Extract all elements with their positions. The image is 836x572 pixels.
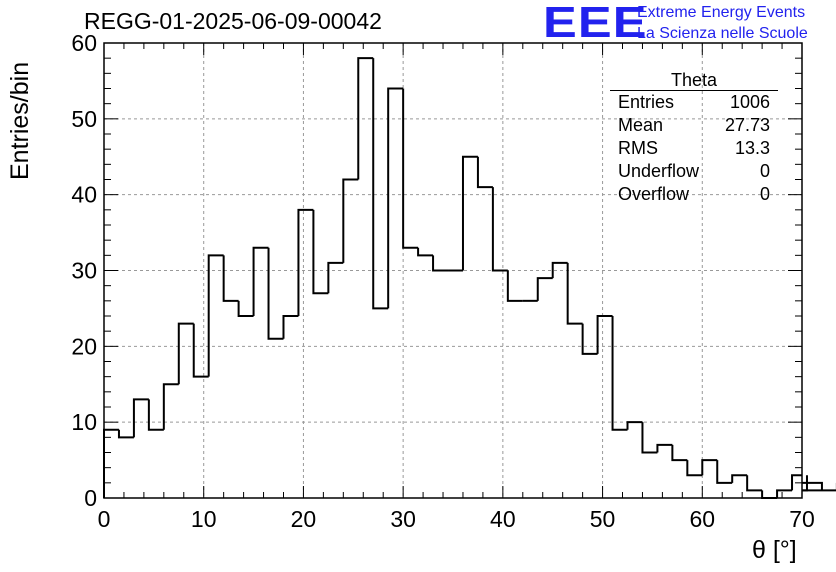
stats-label: Overflow xyxy=(618,184,690,204)
histogram-bin xyxy=(357,57,374,180)
y-tick-label: 40 xyxy=(71,182,97,208)
histogram-bin xyxy=(372,58,389,310)
histogram-bin xyxy=(147,399,164,431)
histogram-bin xyxy=(117,429,134,439)
histogram-bin xyxy=(192,323,209,378)
logo-line-1: Extreme Energy Events xyxy=(637,4,806,21)
histogram-bin xyxy=(551,261,568,279)
histogram-bin xyxy=(402,88,419,249)
y-tick-label: 20 xyxy=(71,333,97,359)
histogram-bin xyxy=(162,383,179,430)
histogram-bin xyxy=(746,475,763,492)
stats-row-mean: Mean 27.73 xyxy=(610,114,778,137)
stats-box: Theta Entries 1006 Mean 27.73 RMS 13.3 U… xyxy=(610,70,778,206)
stats-title: Theta xyxy=(610,70,778,91)
histogram-bin xyxy=(103,428,119,498)
histogram-bin xyxy=(432,255,449,272)
y-axis-label: Entries/bin xyxy=(6,61,34,180)
histogram-bin xyxy=(207,254,224,377)
histogram-bin xyxy=(387,87,404,309)
stats-label: Underflow xyxy=(618,161,700,181)
histogram-bin xyxy=(596,315,613,354)
histogram-bin xyxy=(252,246,269,316)
histogram-bin xyxy=(417,247,434,257)
histogram-bin xyxy=(791,474,802,491)
y-tick-label: 0 xyxy=(84,485,97,511)
eee-logo: EEE xyxy=(543,0,648,47)
x-tick-label: 50 xyxy=(590,506,616,532)
histogram-bin xyxy=(626,421,643,430)
histogram-bin xyxy=(222,255,239,302)
histogram-bin xyxy=(701,459,718,476)
histogram-bin xyxy=(297,208,314,316)
histogram-bin xyxy=(536,277,553,301)
stats-value: 13.3 xyxy=(734,138,770,158)
y-tick-label: 10 xyxy=(71,409,97,435)
histogram-bin xyxy=(731,474,748,483)
x-axis-label: θ [°] xyxy=(752,536,797,564)
histogram-bin xyxy=(611,316,628,431)
histogram-bin xyxy=(491,187,508,272)
histogram-bin xyxy=(312,209,329,295)
histogram-bin xyxy=(267,247,284,340)
x-tick-label: 20 xyxy=(291,506,317,532)
stats-value: 0 xyxy=(759,184,770,204)
histogram-bin xyxy=(282,315,299,339)
stats-value: 1006 xyxy=(729,92,770,112)
stats-row-underflow: Underflow 0 xyxy=(610,160,778,183)
x-tick-label: 40 xyxy=(490,506,516,532)
histogram-bin xyxy=(476,156,493,189)
x-tick-label: 60 xyxy=(689,506,715,532)
stats-row-overflow: Overflow 0 xyxy=(610,183,778,206)
y-tick-label: 30 xyxy=(71,258,97,284)
histogram-bin xyxy=(802,481,823,491)
histogram-bin xyxy=(581,323,598,355)
stats-row-rms: RMS 13.3 xyxy=(610,137,778,160)
histogram-bin xyxy=(671,444,688,462)
x-tick-label: 30 xyxy=(390,506,416,532)
x-tick-label: 10 xyxy=(191,506,217,532)
histogram-bin xyxy=(761,490,778,499)
histogram-bin xyxy=(686,460,703,477)
histogram-bin xyxy=(802,482,836,492)
histogram-bin xyxy=(641,422,658,454)
histogram-bin xyxy=(177,322,194,385)
stats-label: Entries xyxy=(618,92,675,112)
histogram-bin xyxy=(327,261,344,294)
histogram-bin xyxy=(776,489,793,498)
histogram-bin xyxy=(716,460,733,484)
stats-value: 0 xyxy=(759,161,770,181)
logo-line-2: La Scienza nelle Scuole xyxy=(637,25,808,42)
stats-label: RMS xyxy=(618,138,658,158)
x-tick-label: 0 xyxy=(98,506,111,532)
y-tick-label: 50 xyxy=(71,106,97,132)
histogram-bin xyxy=(506,270,523,302)
histogram-bin xyxy=(656,443,673,453)
chart-title: REGG-01-2025-06-09-00042 xyxy=(84,8,382,34)
histogram-bin xyxy=(237,300,254,317)
histogram-bin xyxy=(132,398,149,438)
stats-label: Mean xyxy=(618,115,664,135)
histogram-bin xyxy=(566,262,583,325)
stats-value: 27.73 xyxy=(724,115,770,135)
stats-row-entries: Entries 1006 xyxy=(610,91,778,114)
histogram-bin xyxy=(461,155,478,271)
histogram-bin xyxy=(342,178,359,263)
y-tick-label: 60 xyxy=(71,30,97,56)
x-tick-label: 70 xyxy=(789,506,815,532)
